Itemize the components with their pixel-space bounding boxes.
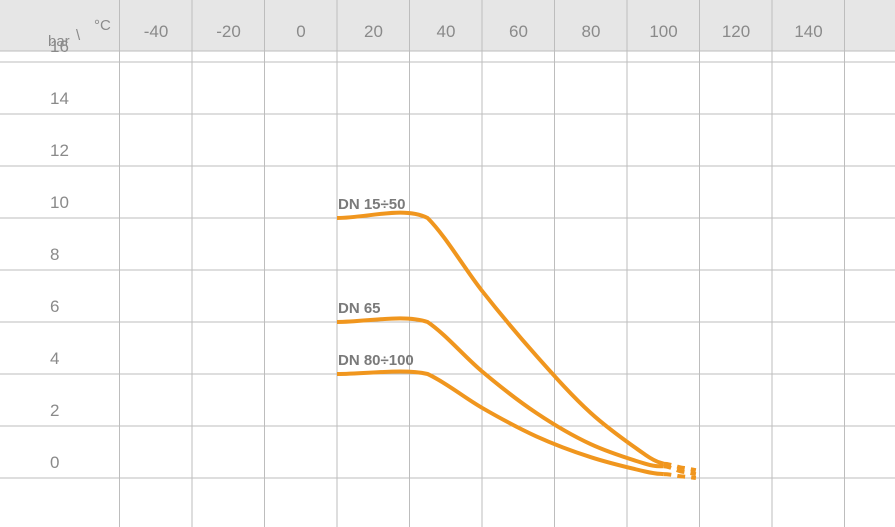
series-line-dashed-extension <box>663 464 697 477</box>
y-axis-ticks: 16 14 12 10 8 6 4 2 0 <box>50 37 69 472</box>
series-line-dashed-extension <box>663 472 697 480</box>
series-line <box>336 316 664 469</box>
series-3: DN 80÷100 <box>336 352 697 480</box>
y-tick-label: 0 <box>50 453 59 472</box>
y-unit-label: bar <box>48 33 70 50</box>
x-unit-label: °C <box>94 17 111 34</box>
x-tick-label: 140 <box>794 22 822 41</box>
series-1: DN 15÷50 <box>336 196 697 473</box>
axis-units-corner-label: bar \ °C <box>48 17 111 50</box>
series-2: DN 65 <box>336 300 697 477</box>
unit-separator: \ <box>76 27 81 44</box>
x-tick-label: -20 <box>216 22 241 41</box>
series: DN 15÷50 DN 65 DN 80÷100 <box>336 196 697 480</box>
header-band <box>0 0 895 51</box>
series-line <box>336 210 665 466</box>
y-tick-label: 4 <box>50 349 59 368</box>
y-tick-label: 12 <box>50 141 69 160</box>
x-tick-label: 80 <box>582 22 601 41</box>
y-tick-label: 6 <box>50 297 59 316</box>
series-label: DN 80÷100 <box>338 352 414 369</box>
x-tick-label: 60 <box>509 22 528 41</box>
x-tick-label: 20 <box>364 22 383 41</box>
series-label: DN 15÷50 <box>338 196 405 213</box>
y-tick-label: 10 <box>50 193 69 212</box>
y-tick-label: 2 <box>50 401 59 420</box>
y-tick-label: 16 <box>50 37 69 56</box>
series-line-dashed-extension <box>663 461 697 473</box>
x-tick-label: 0 <box>296 22 305 41</box>
x-tick-label: -40 <box>144 22 169 41</box>
x-tick-label: 120 <box>722 22 750 41</box>
y-tick-label: 14 <box>50 89 69 108</box>
x-axis-ticks: -40 -20 0 20 40 60 80 100 120 140 <box>144 22 823 41</box>
series-line <box>336 369 664 477</box>
series-label: DN 65 <box>338 300 381 317</box>
x-tick-label: 40 <box>437 22 456 41</box>
y-tick-label: 8 <box>50 245 59 264</box>
x-tick-label: 100 <box>649 22 677 41</box>
